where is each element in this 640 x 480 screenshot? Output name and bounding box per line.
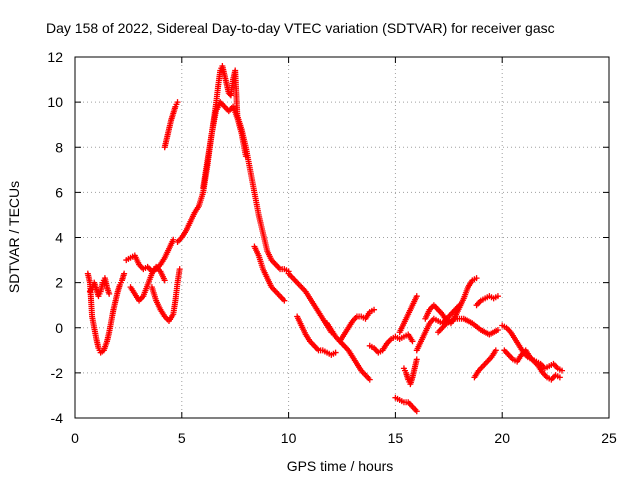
y-tick-label: 10 [47, 94, 63, 110]
y-tick-label: 2 [55, 275, 63, 291]
y-tick-labels: -4 -2 0 2 4 6 8 10 12 [47, 49, 63, 426]
series-low-15-16 [392, 394, 420, 415]
data-point [494, 293, 501, 300]
data-point [366, 376, 373, 383]
data-point [170, 236, 177, 243]
data-point [371, 306, 378, 313]
series-arc-18-20 [473, 293, 501, 309]
axis-ticks [74, 56, 610, 419]
data-point [121, 270, 128, 277]
x-tick-labels: 0 5 10 15 20 25 [71, 430, 617, 446]
data-point [413, 293, 420, 300]
series-mid-12-14 [324, 320, 373, 383]
data-point [106, 290, 113, 297]
data-point [242, 153, 249, 160]
data-point [492, 347, 499, 354]
data-point [413, 408, 420, 415]
series-band-17-19 [435, 315, 501, 338]
data-point [409, 338, 416, 345]
y-tick-label: 6 [55, 184, 63, 200]
series-mid-12-14-b [336, 306, 378, 345]
data-point [556, 374, 563, 381]
series-tail-20-23-b [501, 347, 563, 383]
data-point [281, 297, 288, 304]
series-dip-4 [148, 266, 183, 324]
y-axis-label: SDTVAR / TECUs [6, 181, 22, 293]
data-point [473, 275, 480, 282]
y-tick-label: 0 [55, 320, 63, 336]
data-point [332, 349, 339, 356]
series-main-peak-lower [200, 99, 249, 191]
series-loop-3-4 [127, 263, 168, 304]
data-point [413, 356, 420, 363]
data-points [84, 63, 566, 415]
y-tick-label: 8 [55, 139, 63, 155]
series-left-loop [84, 270, 128, 356]
series-dip-19-20 [471, 347, 499, 381]
data-point [161, 277, 168, 284]
series-left-cluster [86, 275, 113, 300]
series-segment-4-8 [161, 99, 181, 151]
data-point [559, 367, 566, 374]
data-point [176, 266, 183, 273]
series-early-rise [123, 236, 177, 275]
y-tick-label: 12 [47, 49, 63, 65]
grid-lines [75, 57, 609, 418]
series-drop-10-12 [294, 313, 339, 358]
series-mid-16-18 [413, 302, 463, 354]
series-drop-15-16 [400, 356, 420, 388]
chart-title: Day 158 of 2022, Sidereal Day-to-day VTE… [46, 20, 555, 36]
data-point [494, 327, 501, 334]
y-tick-label: -2 [51, 365, 64, 381]
series-mid-14-16 [366, 331, 416, 356]
series-main-peak [174, 63, 292, 275]
y-tick-label: -4 [51, 410, 64, 426]
x-tick-label: 0 [71, 430, 79, 446]
data-point [174, 99, 181, 106]
series-descent-band [251, 243, 288, 304]
x-tick-label: 25 [601, 430, 617, 446]
x-tick-label: 15 [388, 430, 404, 446]
x-tick-label: 10 [281, 430, 297, 446]
series-rise-15-16 [396, 293, 420, 336]
series-tail-20-23 [499, 322, 566, 374]
x-tick-label: 20 [494, 430, 510, 446]
y-tick-label: 4 [55, 230, 63, 246]
x-axis-label: GPS time / hours [287, 458, 394, 474]
x-tick-label: 5 [178, 430, 186, 446]
